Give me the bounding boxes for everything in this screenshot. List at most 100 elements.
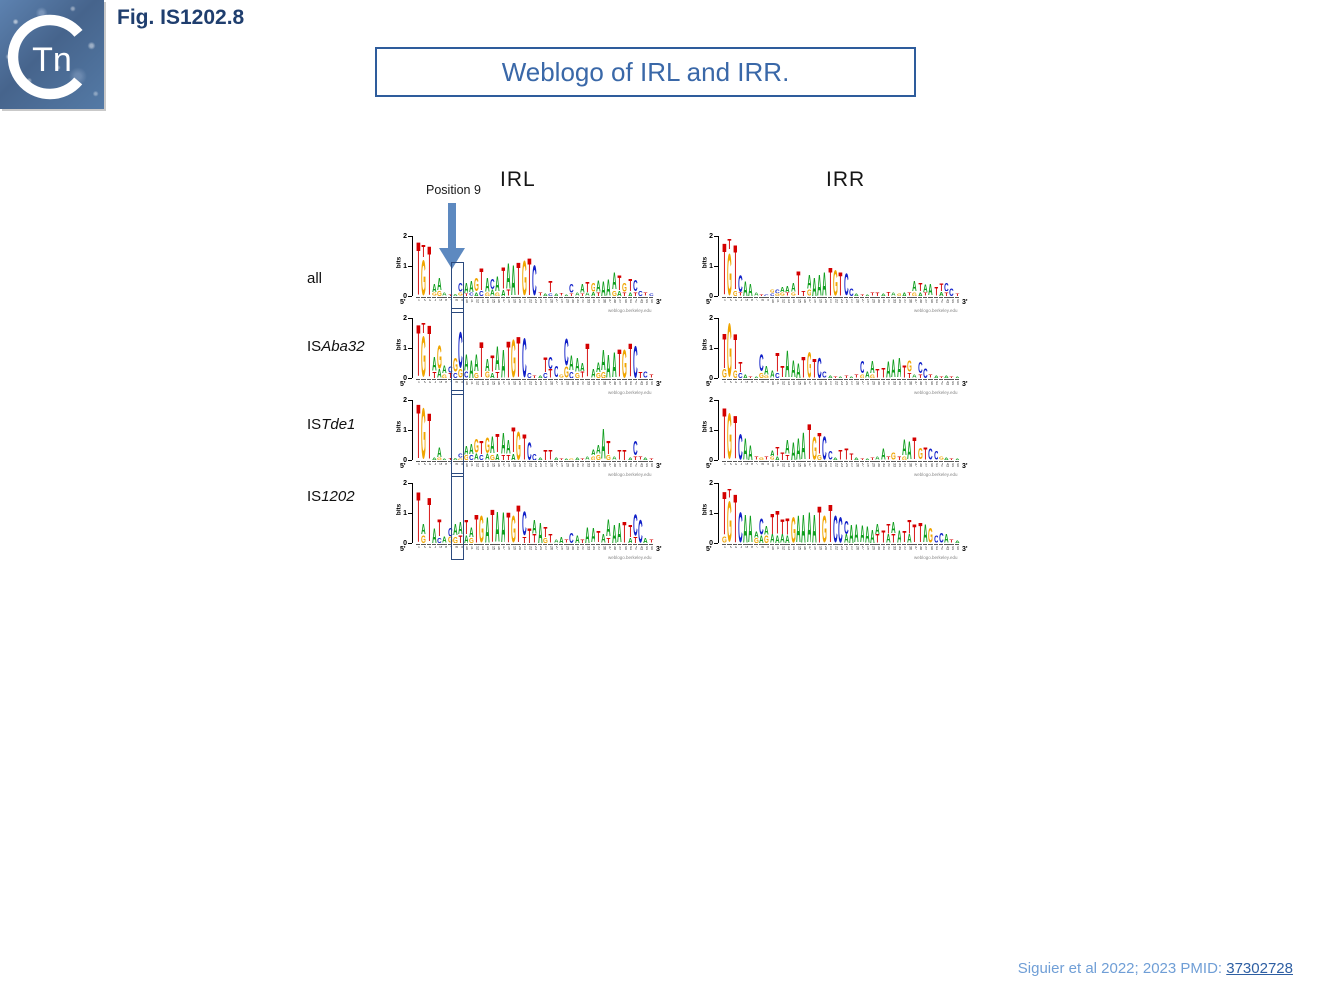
logo-letter-A: A: [575, 357, 580, 372]
y-tick-label: 0: [403, 540, 407, 547]
svg-text:T: T: [543, 356, 547, 373]
logo-letter-C: C: [838, 515, 844, 544]
logo-letter-A: A: [601, 348, 606, 371]
x-tick-label: 28: [558, 544, 564, 556]
x-tick-label: 19: [511, 544, 516, 556]
x-tick-label: 20: [822, 461, 827, 473]
three-prime-label: 3': [962, 546, 968, 553]
svg-text:A: A: [585, 526, 590, 543]
logo-letter-T: T: [775, 447, 780, 456]
logo-letter-A: A: [891, 358, 896, 378]
svg-text:G: G: [575, 372, 580, 378]
x-tick-label: 9: [458, 461, 463, 473]
logo-letter-A: A: [538, 521, 543, 544]
y-tick-label: 1: [709, 345, 713, 352]
svg-text:A: A: [612, 350, 617, 378]
svg-text:A: A: [791, 283, 796, 292]
svg-text:C: C: [527, 373, 532, 378]
logo-letter-T: T: [643, 292, 648, 296]
svg-text:A: A: [538, 375, 543, 378]
x-tick-label: 36: [907, 297, 912, 309]
logo-letter-A: A: [596, 362, 601, 373]
svg-text:T: T: [533, 534, 537, 543]
y-tick: [408, 543, 412, 544]
x-tick-label: 25: [848, 544, 854, 556]
x-tick-label: 23: [838, 461, 843, 473]
svg-text:A: A: [839, 376, 844, 378]
column-header-irl: IRL: [500, 168, 536, 191]
svg-text:A: A: [812, 512, 817, 544]
svg-text:C: C: [844, 271, 849, 296]
svg-text:T: T: [839, 449, 843, 460]
y-tick-label: 2: [709, 315, 713, 322]
x-tick-label: 10: [769, 297, 775, 309]
svg-text:A: A: [897, 529, 902, 543]
x-tick-label: 22: [527, 379, 532, 391]
y-tick: [408, 513, 412, 514]
x-tick-label: 43: [944, 379, 949, 391]
x-tick-label: 25: [542, 379, 548, 391]
y-axis-title: bits: [701, 420, 709, 433]
logo-letter-T: T: [633, 536, 638, 544]
svg-text:C: C: [764, 294, 769, 296]
logo-letter-A: A: [469, 527, 474, 538]
x-tick-label: 31: [574, 379, 580, 391]
svg-text:T: T: [639, 457, 643, 460]
svg-text:C: C: [839, 515, 844, 544]
x-tick-label: 43: [638, 461, 643, 473]
logo-letter-A: A: [606, 353, 612, 379]
logo-letter-C: C: [817, 356, 822, 379]
logo-letter-T: T: [886, 523, 891, 534]
logo-letter-A: A: [511, 453, 516, 461]
svg-text:G: G: [606, 454, 611, 460]
logo-letter-T: T: [738, 292, 742, 296]
x-tick-label: 38: [611, 379, 617, 391]
logo-letter-C: C: [775, 372, 780, 378]
logo-letter-A: A: [490, 289, 495, 296]
logo-letter-A: A: [591, 449, 596, 456]
y-tick-label: 1: [403, 510, 407, 517]
logo-letter-C: C: [775, 289, 780, 293]
logo-letter-T: T: [891, 534, 896, 543]
svg-text:T: T: [871, 293, 875, 296]
weblogo-isaba32-irr: 2 1 0 bits G T G G T C T A T A G C G A A C T T A A A T G T C C A T A T A T G…: [702, 315, 982, 396]
logo-letter-C: C: [928, 448, 933, 460]
logo-letter-G: G: [612, 290, 617, 296]
row-label-text: IS: [307, 338, 322, 355]
x-tick-label: 28: [558, 461, 564, 473]
svg-text:T: T: [549, 533, 553, 543]
logo-letter-A: A: [854, 457, 859, 460]
x-tick-label: 28: [558, 297, 564, 309]
x-tick-label: 30: [569, 544, 574, 556]
x-tick-label: 41: [627, 544, 633, 556]
logo-letter-C: C: [939, 532, 944, 543]
x-tick-label: 26: [548, 461, 553, 473]
svg-text:T: T: [549, 369, 553, 378]
logo-letter-A: A: [854, 293, 859, 296]
logo-letter-A: A: [801, 512, 807, 544]
svg-text:T: T: [517, 502, 521, 543]
logo-letter-T: T: [638, 371, 643, 379]
logo-letter-A: A: [464, 535, 469, 543]
svg-text:A: A: [490, 372, 495, 378]
x-tick-label: 9: [458, 544, 463, 556]
svg-text:T: T: [728, 238, 732, 249]
logo-letter-G: G: [432, 292, 437, 296]
svg-text:T: T: [559, 458, 563, 460]
x-tick-label: 15: [490, 297, 495, 309]
x-tick-label: 11: [468, 379, 474, 391]
pmid-link[interactable]: 37302728: [1226, 960, 1293, 977]
logo-letter-C: C: [759, 353, 764, 372]
logo-letter-G: G: [727, 498, 732, 543]
x-tick-label: 3: [426, 297, 432, 309]
svg-text:G: G: [601, 371, 606, 379]
logo-letter-A: A: [464, 446, 469, 455]
logo-letter-C: C: [543, 372, 548, 378]
svg-text:A: A: [849, 523, 854, 543]
svg-text:A: A: [554, 457, 559, 460]
x-tick-label: 42: [938, 461, 944, 473]
svg-text:T: T: [908, 519, 912, 534]
svg-text:G: G: [833, 268, 838, 297]
logo-letter-T: T: [928, 374, 933, 378]
five-prime-label: 5': [400, 546, 406, 553]
